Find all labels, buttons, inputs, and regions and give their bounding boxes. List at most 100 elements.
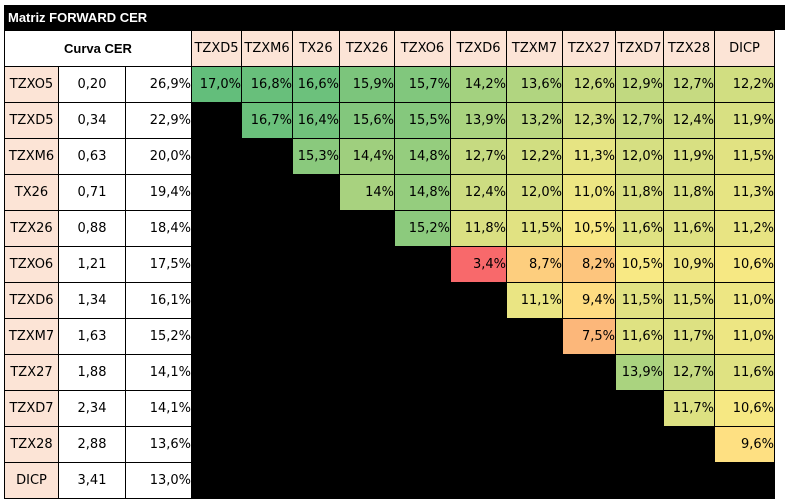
empty-cell (339, 246, 395, 283)
column-header: TZXD7 (615, 30, 664, 67)
empty-cell (191, 246, 242, 283)
empty-cell (714, 462, 775, 499)
forward-rate-cell: 15,2% (394, 210, 451, 247)
empty-cell (615, 462, 664, 499)
empty-cell (191, 390, 242, 427)
empty-cell (339, 462, 395, 499)
empty-cell (292, 246, 340, 283)
forward-rate-cell: 15,3% (292, 138, 340, 175)
forward-rate-cell: 9,6% (714, 426, 775, 463)
empty-cell (241, 246, 293, 283)
empty-cell (394, 426, 451, 463)
forward-rate-cell: 12,4% (663, 102, 715, 139)
rate-value: 13,6% (125, 426, 192, 463)
rate-value: 17,5% (125, 246, 192, 283)
rate-value: 18,4% (125, 210, 192, 247)
forward-rate-cell: 15,5% (394, 102, 451, 139)
empty-cell (394, 246, 451, 283)
rate-value: 20,0% (125, 138, 192, 175)
empty-cell (191, 282, 242, 319)
forward-rate-cell: 11,8% (663, 174, 715, 211)
empty-cell (241, 174, 293, 211)
forward-rate-cell: 11,5% (615, 282, 664, 319)
forward-rate-cell: 3,4% (450, 246, 507, 283)
column-header: DICP (714, 30, 775, 67)
forward-rate-cell: 12,6% (562, 66, 616, 103)
empty-cell (663, 426, 715, 463)
table-row: TZX26 0,88 18,4% 15,2% 11,8% 11,5% 10,5% 11,6% 1… (4, 210, 775, 247)
duration-value: 0,63 (58, 138, 126, 175)
empty-cell (663, 462, 715, 499)
empty-cell (292, 354, 340, 391)
forward-rate-cell: 14,8% (394, 138, 451, 175)
empty-cell (562, 426, 616, 463)
bond-name: TZX28 (4, 426, 59, 463)
forward-rate-cell: 11,3% (714, 174, 775, 211)
empty-cell (450, 462, 507, 499)
forward-rate-cell: 16,7% (241, 102, 293, 139)
empty-cell (241, 390, 293, 427)
forward-rate-cell: 15,7% (394, 66, 451, 103)
bond-name: TZX26 (4, 210, 59, 247)
empty-cell (506, 390, 563, 427)
forward-rate-cell: 10,5% (615, 246, 664, 283)
rate-value: 13,0% (125, 462, 192, 499)
duration-value: 1,63 (58, 318, 126, 355)
forward-rate-cell: 11,5% (506, 210, 563, 247)
forward-rate-cell: 12,4% (450, 174, 507, 211)
empty-cell (339, 426, 395, 463)
bond-name: TZXO5 (4, 66, 59, 103)
forward-rate-cell: 13,6% (506, 66, 563, 103)
forward-rate-cell: 11,8% (450, 210, 507, 247)
empty-cell (191, 138, 242, 175)
rate-value: 26,9% (125, 66, 192, 103)
empty-cell (191, 174, 242, 211)
forward-rate-cell: 9,4% (562, 282, 616, 319)
empty-cell (241, 462, 293, 499)
forward-matrix-table: Curva CER TZXD5 TZXM6 TX26 TZX26 TZXO6 TZXD6 TZ… (4, 30, 775, 499)
duration-value: 0,20 (58, 66, 126, 103)
column-header: TZX26 (339, 30, 395, 67)
duration-value: 1,34 (58, 282, 126, 319)
empty-cell (191, 426, 242, 463)
forward-rate-cell: 15,9% (339, 66, 395, 103)
empty-cell (292, 174, 340, 211)
table-row: TX26 0,71 19,4% 14% 14,8% 12,4% 12,0% 11,0% 11,8… (4, 174, 775, 211)
bond-name: TZXO6 (4, 246, 59, 283)
column-header: TZX27 (562, 30, 616, 67)
column-header: TZXD5 (191, 30, 242, 67)
rate-value: 22,9% (125, 102, 192, 139)
empty-cell (339, 210, 395, 247)
empty-cell (241, 282, 293, 319)
duration-value: 0,71 (58, 174, 126, 211)
empty-cell (292, 210, 340, 247)
empty-cell (394, 462, 451, 499)
empty-cell (191, 102, 242, 139)
empty-cell (562, 354, 616, 391)
empty-cell (292, 390, 340, 427)
column-header: TZXM7 (506, 30, 563, 67)
column-header: TZXD6 (450, 30, 507, 67)
forward-rate-cell: 14,2% (450, 66, 507, 103)
forward-rate-cell: 11,5% (663, 282, 715, 319)
sheet-title: Matriz FORWARD CER (4, 5, 785, 30)
empty-cell (292, 282, 340, 319)
empty-cell (292, 462, 340, 499)
table-row: DICP 3,41 13,0% (4, 462, 775, 499)
empty-cell (292, 318, 340, 355)
bond-name: TZXM7 (4, 318, 59, 355)
forward-rate-cell: 14,4% (339, 138, 395, 175)
column-header: TX26 (292, 30, 340, 67)
duration-value: 1,88 (58, 354, 126, 391)
forward-rate-cell: 8,7% (506, 246, 563, 283)
rate-value: 14,1% (125, 354, 192, 391)
forward-rate-cell: 14,8% (394, 174, 451, 211)
empty-cell (191, 354, 242, 391)
rate-value: 19,4% (125, 174, 192, 211)
forward-rate-cell: 11,0% (714, 318, 775, 355)
table-row: TZX28 2,88 13,6% 9,6% (4, 426, 775, 463)
table-row: TZXD5 0,34 22,9% 16,7% 16,4% 15,6% 15,5% 13,9% 1… (4, 102, 775, 139)
forward-rate-cell: 11,6% (714, 354, 775, 391)
empty-cell (191, 318, 242, 355)
empty-cell (450, 282, 507, 319)
